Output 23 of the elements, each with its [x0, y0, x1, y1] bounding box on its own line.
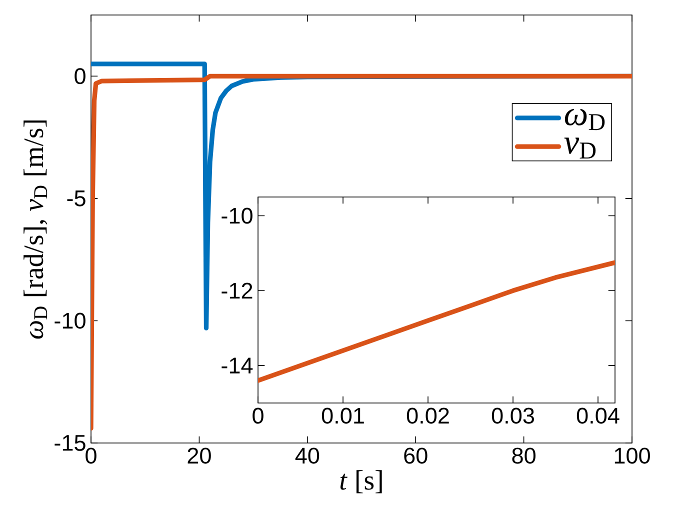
y-tick-label: -14 — [222, 358, 253, 374]
x-axis-title: t [s] — [340, 470, 382, 494]
legend-label: ω$_{D}$ — [564, 108, 605, 130]
x-tick-label: 0.03 — [492, 408, 534, 424]
x-tick-label: 0.01 — [322, 408, 364, 424]
legend-label: v$_{D}$ — [564, 138, 596, 159]
x-tick-label: 80 — [512, 448, 536, 464]
y-tick-label: -15 — [54, 435, 86, 451]
y-tick-label: -5 — [67, 190, 86, 206]
x-tick-label: 0.02 — [406, 408, 449, 424]
x-tick-label: 40 — [295, 448, 320, 464]
y-tick-label: 0 — [74, 68, 86, 84]
x-tick-label: 20 — [188, 448, 211, 464]
line-series — [91, 74, 632, 431]
x-tick-label: 0 — [252, 408, 264, 424]
x-tick-label: 60 — [404, 448, 428, 464]
y-tick-label: -12 — [222, 282, 252, 299]
x-tick-label: 0.04 — [576, 408, 620, 424]
y-axis-title: ω$_{D}$ [rad/s], v$_{D}$ [m/s] — [24, 120, 48, 339]
y-tick-label: -10 — [54, 312, 86, 329]
y-tick-label: -10 — [222, 208, 252, 224]
x-tick-label: 0 — [86, 448, 96, 464]
x-tick-label: 100 — [614, 448, 650, 464]
